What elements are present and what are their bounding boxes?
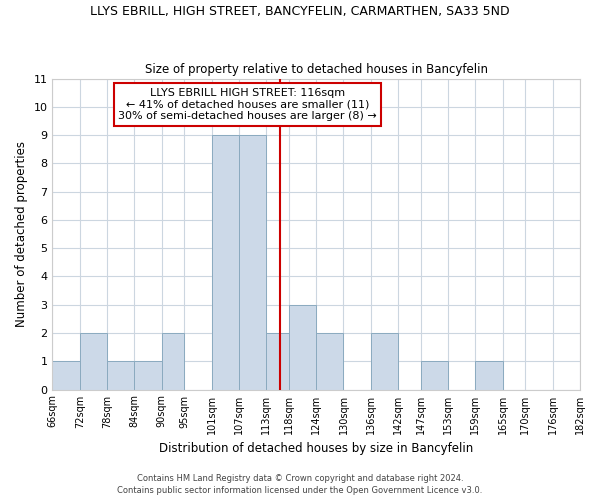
Bar [239,135,266,390]
X-axis label: Distribution of detached houses by size in Bancyfelin: Distribution of detached houses by size … [159,442,473,455]
Bar [52,362,80,390]
Text: LLYS EBRILL HIGH STREET: 116sqm
← 41% of detached houses are smaller (11)
30% of: LLYS EBRILL HIGH STREET: 116sqm ← 41% of… [118,88,377,121]
Bar [421,362,448,390]
Bar [289,304,316,390]
Bar [107,362,134,390]
Bar [212,135,239,390]
Bar [161,333,184,390]
Bar [371,333,398,390]
Bar [80,333,107,390]
Bar [316,333,343,390]
Bar [266,333,289,390]
Title: Size of property relative to detached houses in Bancyfelin: Size of property relative to detached ho… [145,63,488,76]
Y-axis label: Number of detached properties: Number of detached properties [15,141,28,327]
Text: Contains HM Land Registry data © Crown copyright and database right 2024.
Contai: Contains HM Land Registry data © Crown c… [118,474,482,495]
Bar [134,362,161,390]
Text: LLYS EBRILL, HIGH STREET, BANCYFELIN, CARMARTHEN, SA33 5ND: LLYS EBRILL, HIGH STREET, BANCYFELIN, CA… [90,5,510,18]
Bar [475,362,503,390]
